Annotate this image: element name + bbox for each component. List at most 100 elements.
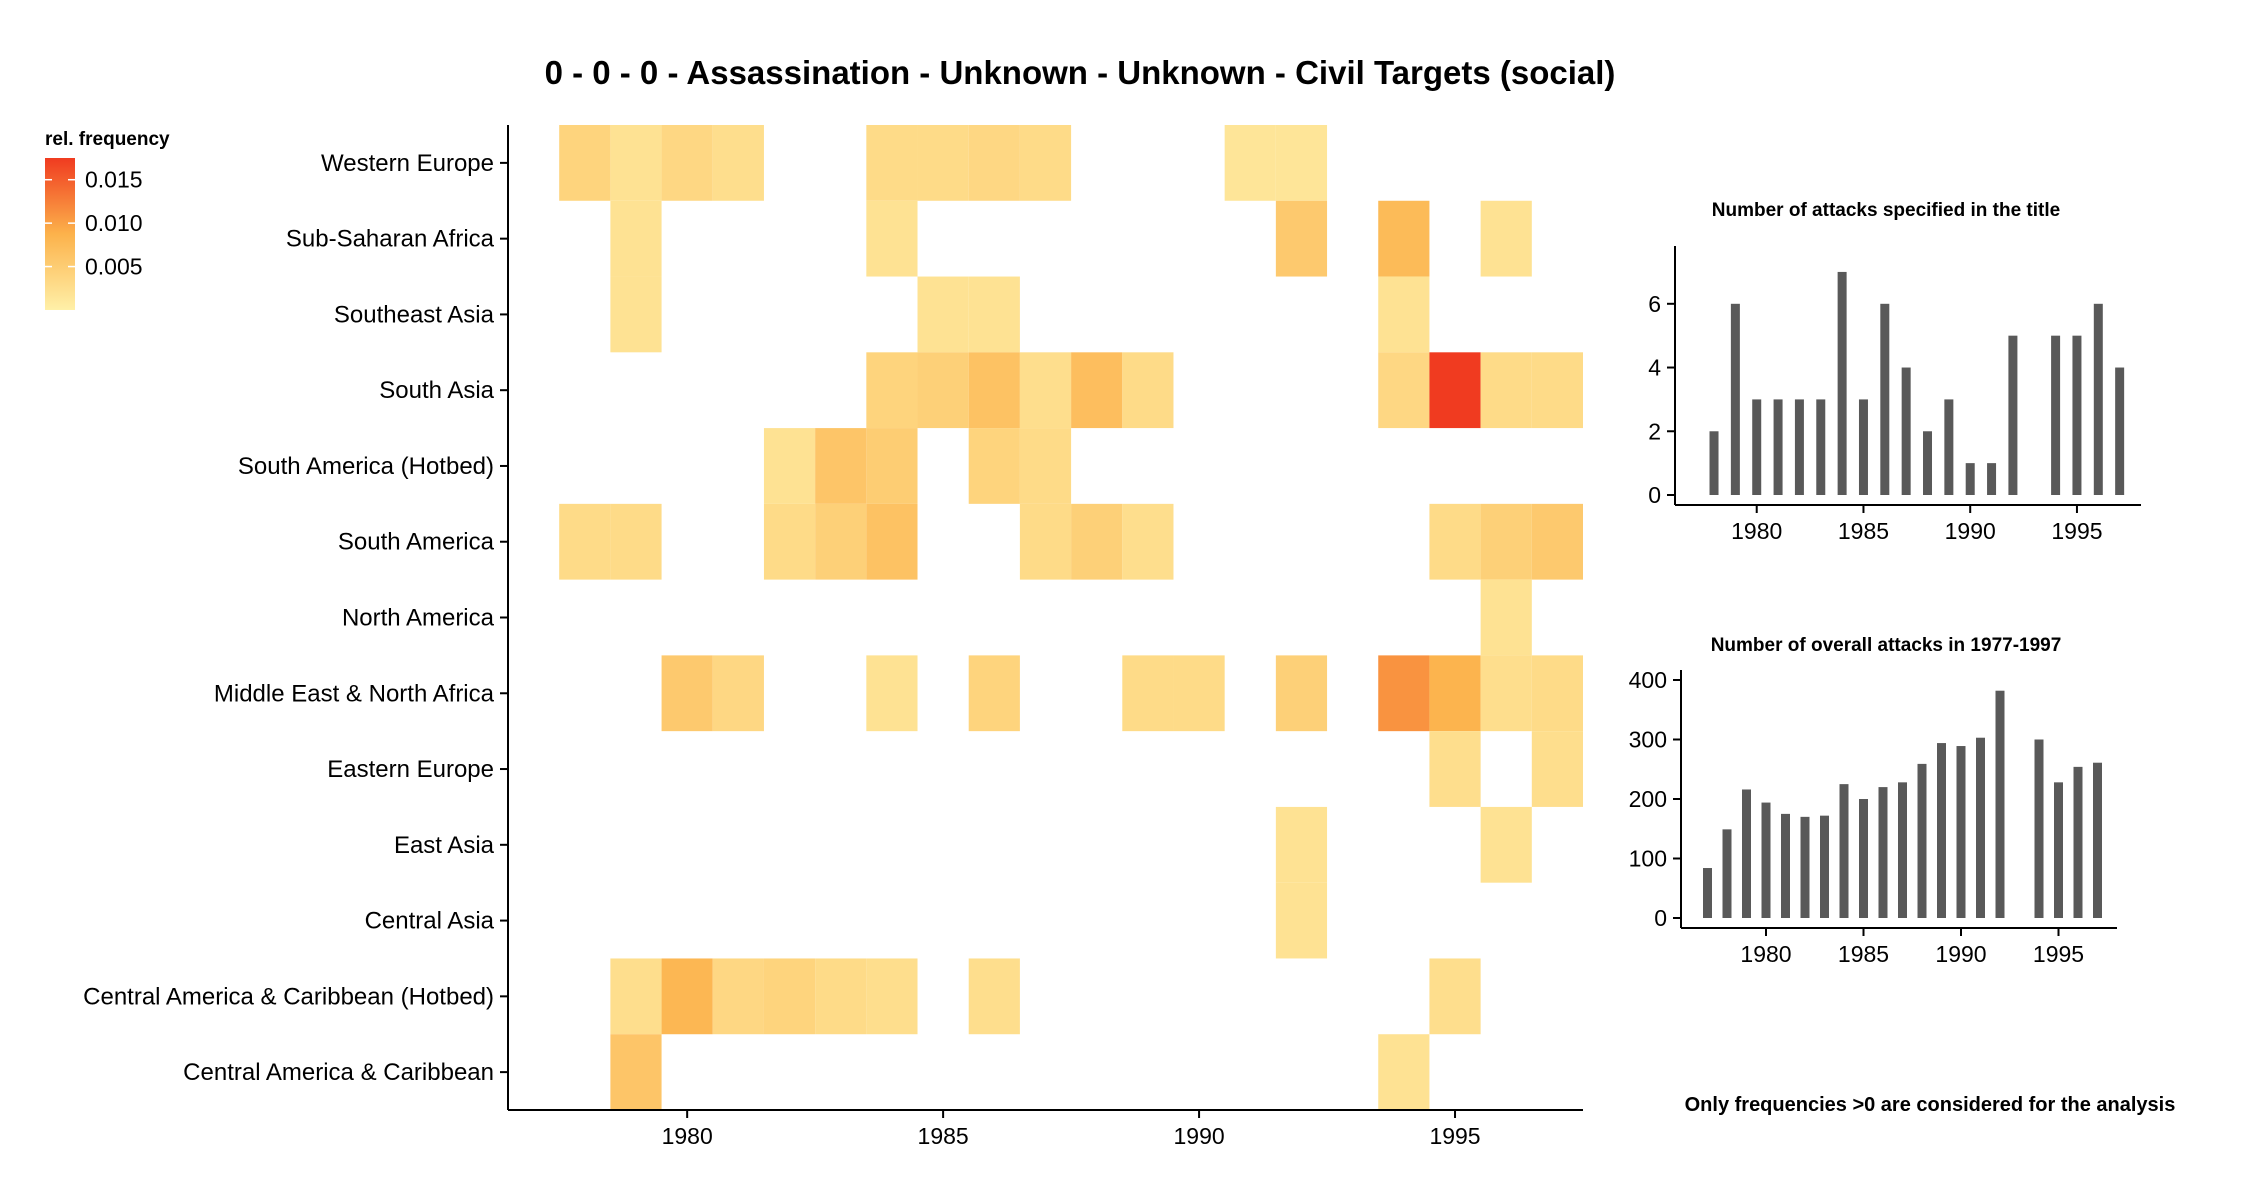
bar [1837, 271, 1847, 495]
heatmap-cell [1480, 503, 1532, 580]
bar [2072, 335, 2082, 495]
heatmap-y-tick-label: Middle East & North Africa [214, 680, 495, 707]
y-tick-label: 6 [1648, 291, 1661, 317]
heatmap-cell [712, 958, 764, 1035]
heatmap-cell [661, 655, 713, 732]
heatmap-cell [610, 276, 662, 353]
bar [2054, 782, 2063, 918]
heatmap-cell [1378, 655, 1430, 732]
bar [1820, 815, 1829, 918]
bar [1898, 782, 1907, 918]
heatmap-y-tick-label: South America [338, 529, 495, 556]
x-tick-label: 1980 [1731, 518, 1782, 544]
heatmap-cell [1224, 125, 1276, 201]
heatmap-cell [866, 503, 918, 580]
heatmap-y-tick-label: South Asia [379, 377, 494, 404]
heatmap-cell [712, 655, 764, 732]
heatmap-cell [1429, 731, 1481, 807]
x-tick-label: 1995 [2033, 941, 2084, 967]
bar [1781, 813, 1790, 919]
heatmap-cell [712, 125, 764, 201]
heatmap-cell [866, 125, 918, 201]
bar [1956, 746, 1966, 918]
bar [1742, 789, 1751, 918]
heatmap-cell [1429, 503, 1481, 580]
bar [1878, 787, 1888, 918]
y-tick-label: 100 [1629, 846, 1667, 872]
bar [1722, 829, 1732, 918]
heatmap-cell [610, 200, 662, 277]
y-tick-label: 0 [1648, 482, 1661, 508]
heatmap-cell [917, 352, 969, 429]
heatmap-cell [917, 125, 969, 201]
bar [1880, 303, 1890, 495]
bar [1944, 399, 1954, 495]
heatmap-x-tick-label: 1990 [1173, 1123, 1224, 1149]
x-tick-label: 1995 [2051, 518, 2102, 544]
heatmap-cell [1122, 503, 1174, 580]
bar [2115, 367, 2125, 495]
heatmap-cell [610, 125, 662, 201]
legend-colorbar [45, 158, 75, 310]
heatmap-cell [1071, 503, 1123, 580]
bar [2034, 739, 2044, 918]
heatmap-x-tick-label: 1995 [1429, 1123, 1480, 1149]
x-tick-label: 1990 [1935, 941, 1986, 967]
bar [1859, 799, 1868, 918]
heatmap-y-axis: Western Europe Sub-Saharan Africa Southeas… [83, 125, 509, 1110]
heatmap-cell [1429, 958, 1481, 1035]
heatmap-cell [866, 200, 918, 277]
heatmap-cell [1378, 352, 1430, 429]
bar [1987, 463, 1997, 495]
legend-tick-label: 0.005 [85, 254, 143, 280]
overall-attacks-chart: 0 100 200 300 400 1980 1985 1990 1995 [1629, 667, 2117, 967]
heatmap-cell [1531, 731, 1583, 807]
heatmap-cell [1480, 200, 1532, 277]
heatmap-cell [1480, 655, 1532, 732]
heatmap-cell [1429, 352, 1481, 429]
chart-title: 0 - 0 - 0 - Assassination - Unknown - Un… [545, 54, 1616, 91]
heatmap-y-tick-label: Central Asia [365, 908, 495, 935]
overall-attacks-chart-title: Number of overall attacks in 1977-1997 [1711, 635, 2062, 656]
bar [1858, 399, 1868, 495]
bar [1703, 868, 1712, 918]
heatmap-cell [968, 958, 1020, 1035]
heatmap-cell [917, 276, 969, 353]
heatmap-cell [1173, 655, 1225, 732]
heatmap-cell [815, 428, 867, 504]
heatmap-cell [1480, 806, 1532, 883]
heatmap-cell [1275, 882, 1328, 959]
heatmap-cell [559, 503, 611, 580]
y-tick-label: 200 [1629, 786, 1667, 812]
attacks-title-chart: 0 2 4 6 1980 1985 1990 1995 [1648, 246, 2141, 544]
attacks-title-chart-title: Number of attacks specified in the title [1712, 200, 2060, 221]
heatmap-y-tick-label: Western Europe [321, 150, 494, 177]
heatmap-cells [559, 125, 1583, 1110]
heatmap-cell [661, 958, 713, 1035]
heatmap-cell [968, 655, 1020, 732]
heatmap-y-tick-label: South America (Hotbed) [238, 453, 494, 480]
x-tick-label: 1985 [1838, 518, 1889, 544]
heatmap-cell [1019, 503, 1072, 580]
bar [1976, 737, 1985, 918]
heatmap-cell [661, 125, 713, 201]
heatmap-y-tick-label: North America [342, 605, 495, 632]
x-tick-label: 1985 [1838, 941, 1889, 967]
heatmap-cell [1071, 352, 1123, 429]
bar [2008, 335, 2018, 495]
heatmap-cell [610, 503, 662, 580]
heatmap-x-tick-label: 1985 [918, 1123, 969, 1149]
heatmap-cell [1122, 655, 1174, 732]
bar [1923, 431, 1933, 495]
legend-title: rel. frequency [45, 129, 170, 150]
bar [1773, 399, 1783, 495]
heatmap-cell [866, 655, 918, 732]
bar [2093, 303, 2103, 495]
heatmap-y-tick-label: Central America & Caribbean [183, 1059, 494, 1086]
bar [1794, 399, 1804, 495]
heatmap-cell [559, 125, 611, 201]
bar [1917, 763, 1927, 918]
heatmap-cell [1429, 655, 1481, 732]
heatmap-cell [1378, 276, 1430, 353]
heatmap-cell [763, 428, 816, 504]
